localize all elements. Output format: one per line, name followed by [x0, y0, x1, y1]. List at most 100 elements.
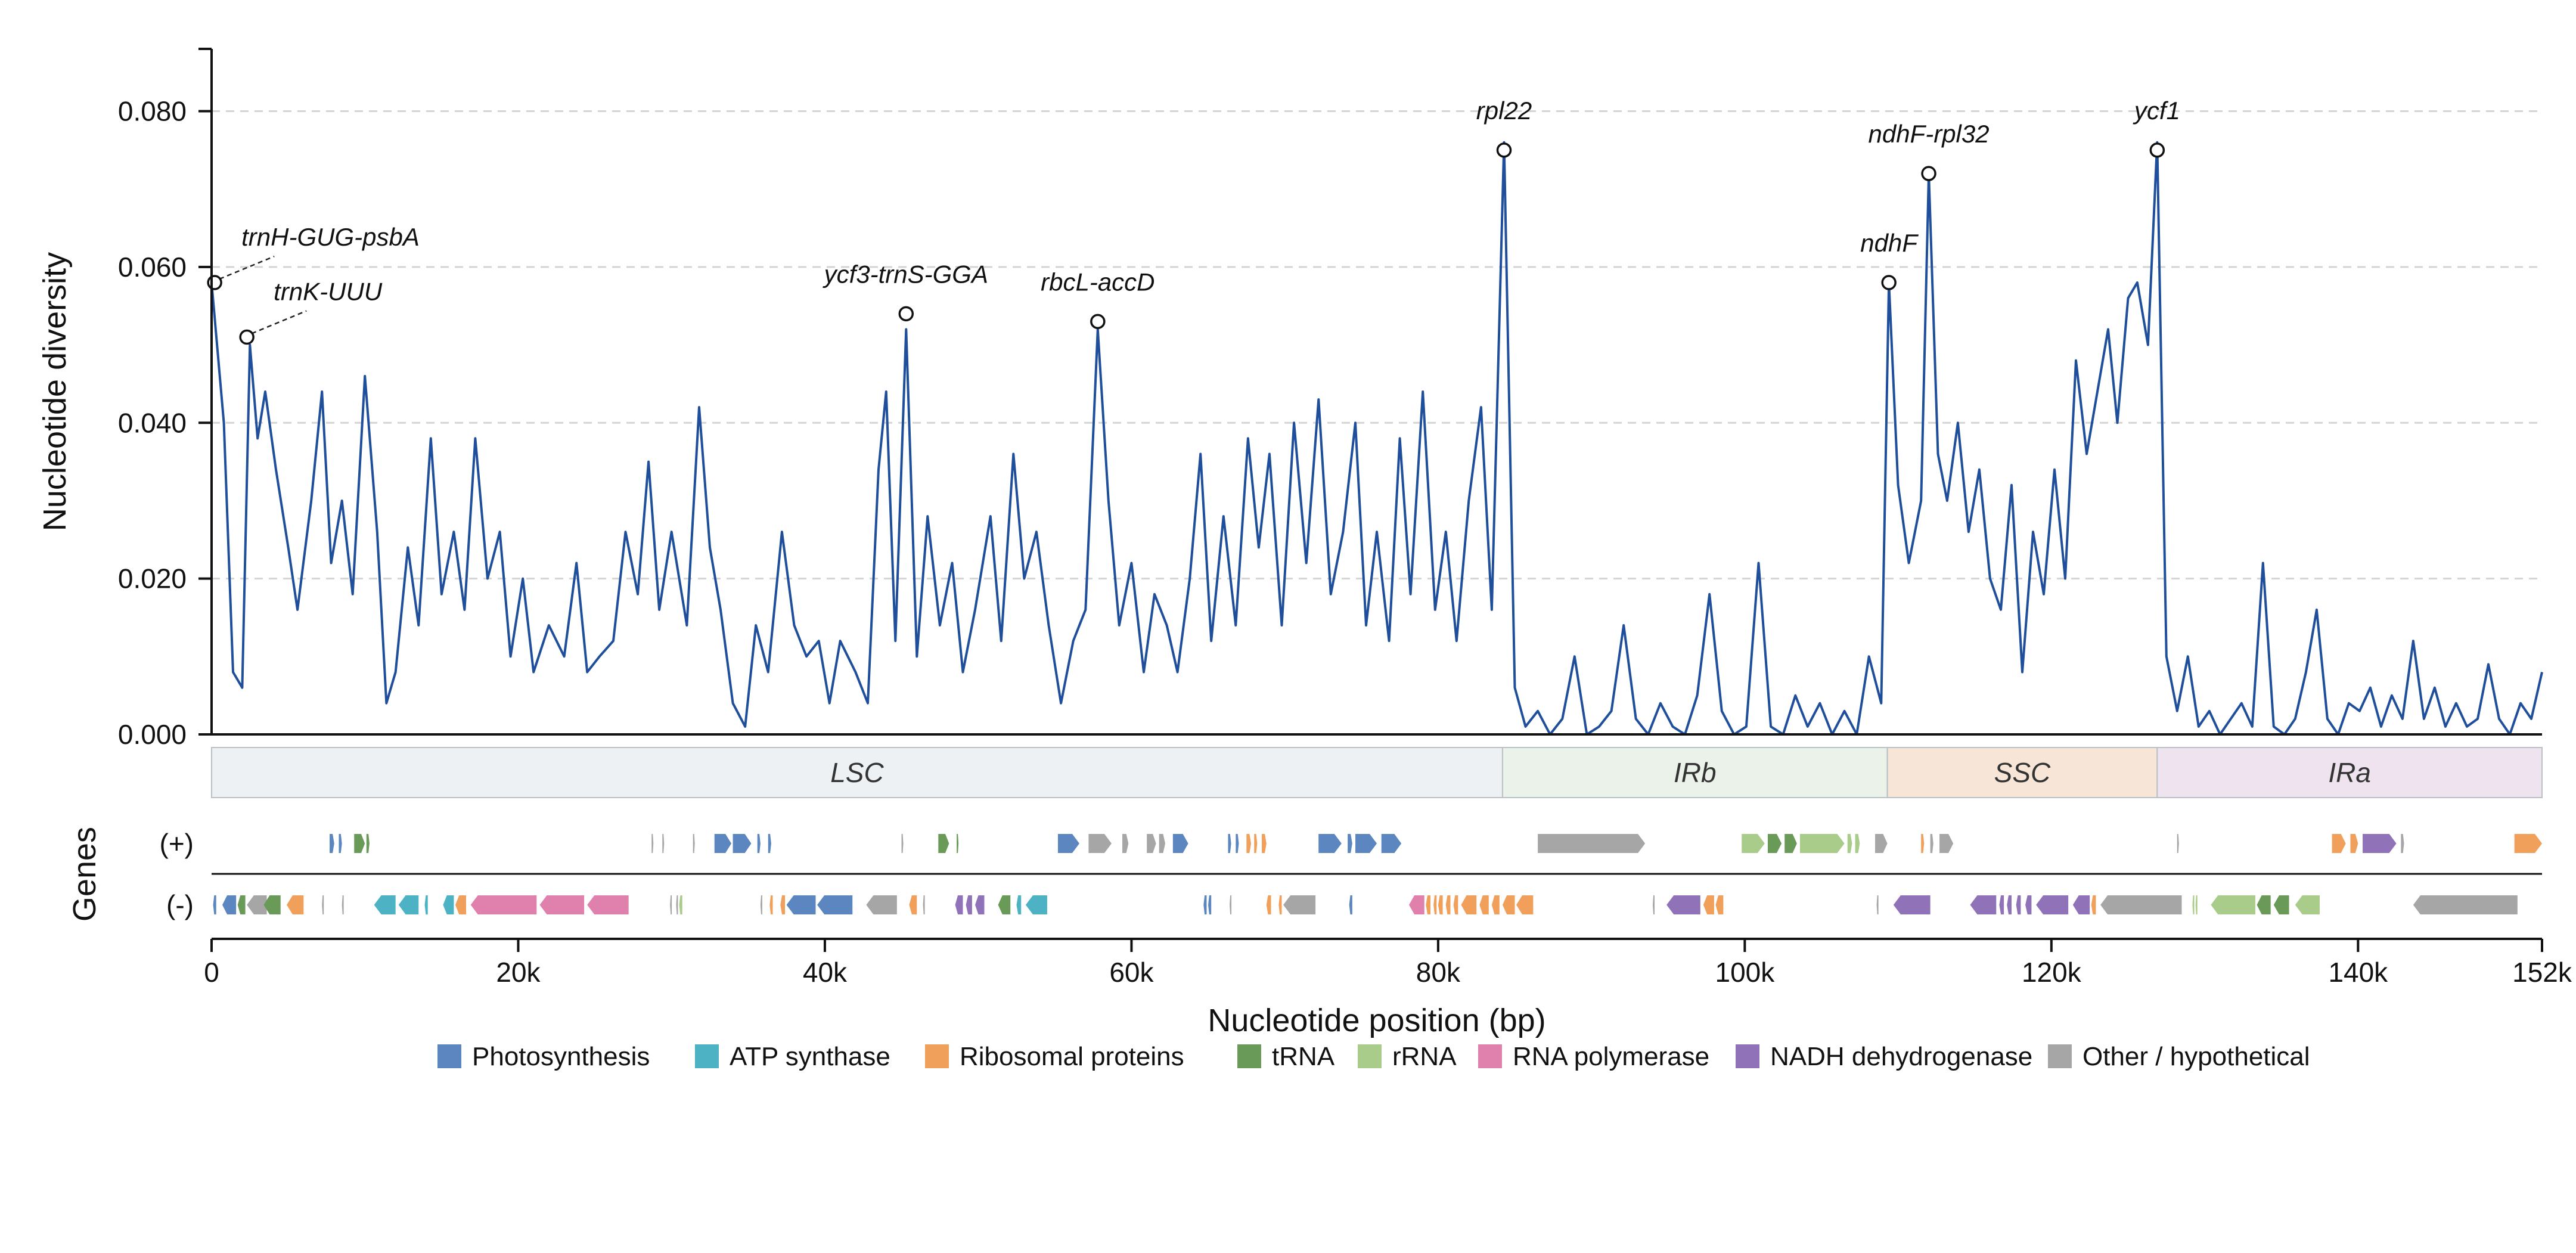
gene-other — [1159, 834, 1166, 853]
x-tick-label: 80k — [1416, 957, 1461, 988]
gene-other — [651, 834, 654, 853]
gene-ribo — [287, 895, 304, 914]
gene-rrna — [1799, 834, 1845, 853]
region-label: IRa — [2328, 757, 2371, 788]
gene-ribo — [1278, 895, 1282, 914]
genome-regions-track: LSC IRb SSC IRa — [211, 747, 2543, 798]
legend-label: Ribosomal proteins — [960, 1042, 1184, 1071]
legend-swatch-photo — [437, 1044, 461, 1068]
gene-photo — [213, 895, 216, 914]
gene-ndh — [2007, 895, 2012, 914]
region-label: SSC — [1994, 757, 2051, 788]
genes-plus-strand-track — [330, 834, 2542, 853]
gene-photo — [733, 834, 752, 853]
gene-other — [670, 895, 672, 914]
gene-atp — [424, 895, 428, 914]
gene-other — [2177, 834, 2179, 853]
gene-photo — [339, 834, 342, 853]
gene-track-title: Genes — [67, 827, 103, 922]
gene-ribo — [2091, 895, 2096, 914]
gene-other — [2100, 895, 2182, 914]
gene-other — [662, 834, 665, 853]
gene-rnapol — [1409, 895, 1424, 914]
legend-swatch-ribo — [925, 1044, 949, 1068]
gene-photo — [757, 834, 761, 853]
y-tick-label: 0.080 — [118, 96, 187, 127]
legend-label: rRNA — [1392, 1042, 1457, 1071]
x-tick-label: 120k — [2022, 957, 2082, 988]
gene-ndh — [2025, 895, 2032, 914]
x-tick-label: 60k — [1109, 957, 1154, 988]
gene-photo — [1349, 895, 1352, 914]
gene-photo — [1172, 834, 1188, 853]
axis-ticks: 0.000 0.020 0.040 0.060 0.080 0 20k 40k 60k 80k 10… — [118, 48, 2572, 988]
gene-ribo — [1254, 834, 1258, 853]
diversity-line — [210, 141, 2543, 736]
y-tick-label: 0.060 — [118, 252, 187, 283]
gene-other — [901, 834, 904, 853]
legend-label: tRNA — [1272, 1042, 1335, 1071]
gene-rnapol — [470, 895, 537, 914]
gene-ribo — [1433, 895, 1437, 914]
gene-photo — [1208, 895, 1212, 914]
legend-label: Photosynthesis — [472, 1042, 650, 1071]
gene-trna — [1767, 834, 1782, 853]
gene-trna — [2273, 895, 2289, 914]
plus-strand-label: (+) — [160, 828, 194, 859]
region-label: IRb — [1674, 757, 1717, 788]
x-tick-label: 20k — [496, 957, 541, 988]
gene-other — [1653, 895, 1655, 914]
y-tick-label: 0.040 — [118, 407, 187, 438]
region-band — [211, 747, 1503, 798]
gene-other — [760, 895, 762, 914]
gene-ribo — [769, 895, 773, 914]
peak-label: ycf3-trnS-GGA — [823, 260, 988, 288]
gene-ndh — [1893, 895, 1931, 914]
gene-rrna — [1847, 834, 1852, 853]
y-axis-title: Nucleotide diversity — [37, 252, 73, 531]
peak-label: ycf1 — [2133, 97, 2180, 125]
gene-photo — [1348, 834, 1352, 853]
gene-trna — [263, 895, 281, 914]
gene-photo — [222, 895, 237, 914]
annotation-leader — [251, 310, 307, 334]
gene-rnapol — [587, 895, 629, 914]
gene-ribo — [780, 895, 786, 914]
gene-photo — [1228, 834, 1231, 853]
gene-ribo — [1266, 895, 1271, 914]
gene-other — [693, 834, 695, 853]
gene-other — [1283, 895, 1316, 914]
gene-other — [1538, 834, 1646, 853]
region-band — [1501, 747, 1888, 798]
gene-trna — [2257, 895, 2271, 914]
gene-ribo — [1491, 895, 1500, 914]
peak-marker — [1496, 142, 1512, 158]
gene-ndh — [975, 895, 985, 914]
minus-strand-label: (-) — [166, 889, 194, 920]
gene-rrna — [2195, 895, 2198, 914]
gene-ndh — [955, 895, 963, 914]
x-tick-label: 152k — [2512, 957, 2572, 988]
gene-ndh — [2363, 834, 2397, 853]
legend-swatch-rrna — [1358, 1044, 1382, 1068]
gene-ribo — [1262, 834, 1267, 853]
peak-marker — [898, 306, 914, 322]
gene-trna — [354, 834, 365, 853]
peak-label: ndhF-rpl32 — [1868, 120, 1989, 148]
gene-trna — [998, 895, 1011, 914]
gene-other — [1930, 834, 1933, 853]
gene-ndh — [2016, 895, 2021, 914]
gene-ribo — [1453, 895, 1458, 914]
diversity-series — [210, 141, 2543, 736]
gene-ribo — [2350, 834, 2358, 853]
gene-photo — [1381, 834, 1402, 853]
y-tick-label: 0.000 — [118, 719, 187, 750]
gene-ribo — [2514, 834, 2542, 853]
peak-label: trnH-GUG-psbA — [241, 223, 420, 251]
gene-photo — [1236, 834, 1239, 853]
gene-rrna — [1855, 834, 1860, 853]
gene-ndh — [2072, 895, 2090, 914]
peak-label: rpl22 — [1476, 97, 1532, 125]
gene-ribo — [1438, 895, 1443, 914]
